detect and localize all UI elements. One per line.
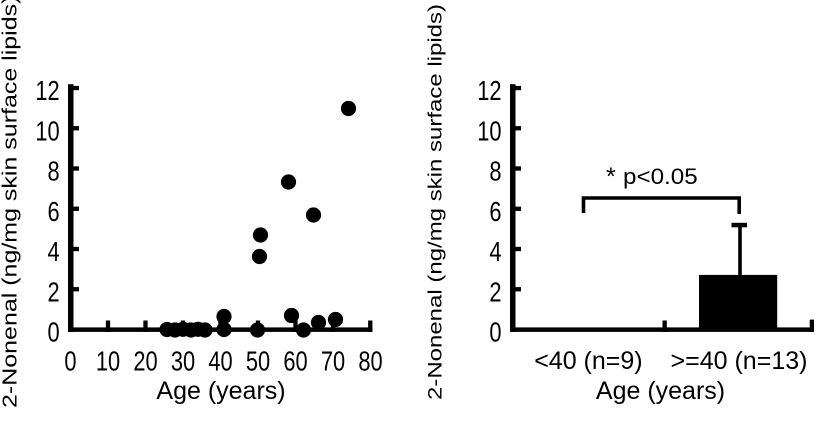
- svg-text:4: 4: [489, 236, 501, 267]
- svg-text:Age (years): Age (years): [596, 377, 725, 405]
- svg-text:6: 6: [489, 196, 501, 227]
- svg-text:8: 8: [48, 156, 60, 187]
- svg-text:p<0.05: p<0.05: [623, 164, 698, 189]
- svg-text:8: 8: [489, 156, 501, 187]
- svg-text:10: 10: [477, 116, 501, 147]
- svg-text:12: 12: [477, 75, 501, 106]
- svg-text:4: 4: [48, 236, 60, 267]
- svg-text:12: 12: [35, 75, 59, 106]
- svg-text:2: 2: [48, 277, 60, 308]
- svg-text:30: 30: [171, 346, 195, 377]
- svg-text:6: 6: [48, 196, 60, 227]
- svg-text:<40 (n=9): <40 (n=9): [534, 347, 642, 375]
- svg-text:60: 60: [283, 346, 307, 377]
- svg-text:2: 2: [489, 277, 501, 308]
- svg-text:2-Nonenal (ng/mg skin surface: 2-Nonenal (ng/mg skin surface lipids): [0, 0, 21, 408]
- svg-text:>=40 (n=13): >=40 (n=13): [671, 347, 808, 375]
- svg-text:*: *: [606, 163, 616, 191]
- svg-text:10: 10: [96, 346, 120, 377]
- svg-text:20: 20: [133, 346, 157, 377]
- svg-text:40: 40: [208, 346, 232, 377]
- svg-text:2-Nonenal (ng/mg skin surface: 2-Nonenal (ng/mg skin surface lipids): [424, 4, 446, 400]
- svg-text:Age (years): Age (years): [156, 377, 285, 405]
- svg-text:0: 0: [64, 346, 76, 377]
- svg-text:0: 0: [48, 317, 60, 348]
- svg-text:10: 10: [35, 116, 59, 147]
- svg-text:80: 80: [358, 346, 382, 377]
- svg-text:0: 0: [489, 317, 501, 348]
- svg-text:70: 70: [321, 346, 345, 377]
- svg-text:50: 50: [246, 346, 270, 377]
